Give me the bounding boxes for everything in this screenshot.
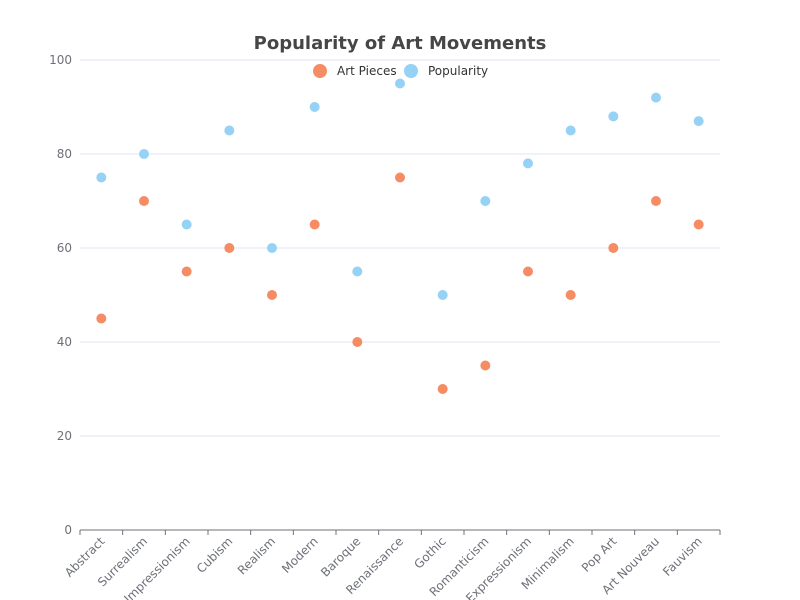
legend-marker[interactable]: [404, 64, 418, 78]
x-tick-label: Fauvism: [660, 534, 705, 579]
data-point-popularity[interactable]: [96, 172, 107, 183]
x-tick-label: Gothic: [411, 534, 448, 571]
data-point-art-pieces[interactable]: [181, 266, 192, 277]
x-tick-label: Realism: [235, 534, 278, 577]
legend-label[interactable]: Art Pieces: [337, 64, 397, 78]
y-tick-label: 40: [57, 335, 72, 349]
data-point-art-pieces[interactable]: [523, 266, 533, 277]
data-point-art-pieces[interactable]: [96, 313, 107, 324]
data-point-art-pieces[interactable]: [565, 290, 576, 300]
data-point-art-pieces[interactable]: [309, 219, 320, 230]
data-point-popularity[interactable]: [437, 290, 448, 300]
data-points: [96, 78, 704, 394]
chart-title: Popularity of Art Movements: [254, 33, 547, 54]
data-point-popularity[interactable]: [352, 266, 363, 277]
y-tick-label: 80: [57, 147, 72, 161]
data-point-art-pieces[interactable]: [352, 337, 363, 347]
data-point-popularity[interactable]: [651, 92, 661, 103]
data-point-popularity[interactable]: [395, 78, 405, 89]
y-tick-label: 20: [57, 429, 72, 443]
data-point-popularity[interactable]: [224, 125, 235, 136]
data-point-art-pieces[interactable]: [693, 219, 704, 230]
legend-label[interactable]: Popularity: [428, 64, 488, 78]
y-tick-label: 60: [57, 241, 72, 255]
data-point-art-pieces[interactable]: [267, 290, 277, 300]
data-point-art-pieces[interactable]: [224, 243, 235, 253]
data-point-art-pieces[interactable]: [139, 196, 149, 206]
data-point-popularity[interactable]: [309, 102, 320, 112]
data-point-popularity[interactable]: [267, 243, 277, 253]
data-point-popularity[interactable]: [608, 111, 619, 122]
x-tick-label: Modern: [279, 534, 321, 576]
data-point-popularity[interactable]: [693, 116, 704, 127]
data-point-popularity[interactable]: [480, 196, 491, 206]
data-point-popularity[interactable]: [139, 149, 149, 159]
data-point-art-pieces[interactable]: [395, 172, 405, 183]
data-point-art-pieces[interactable]: [480, 360, 491, 371]
legend-marker[interactable]: [313, 64, 327, 78]
data-point-art-pieces[interactable]: [608, 243, 619, 253]
legend[interactable]: Art Pieces Popularity: [313, 64, 488, 78]
data-point-art-pieces[interactable]: [437, 384, 448, 394]
y-tick-label: 0: [64, 523, 72, 537]
y-tick-label: 100: [49, 53, 72, 67]
data-point-popularity[interactable]: [565, 125, 576, 136]
x-tick-label: Pop Art: [579, 534, 620, 575]
axes: 020406080100AbstractSurrealismImpression…: [49, 53, 721, 600]
x-tick-label: Cubism: [194, 534, 236, 576]
data-point-popularity[interactable]: [181, 219, 192, 230]
data-point-popularity[interactable]: [523, 158, 533, 169]
data-point-art-pieces[interactable]: [651, 196, 661, 206]
grid-lines: [80, 59, 720, 437]
